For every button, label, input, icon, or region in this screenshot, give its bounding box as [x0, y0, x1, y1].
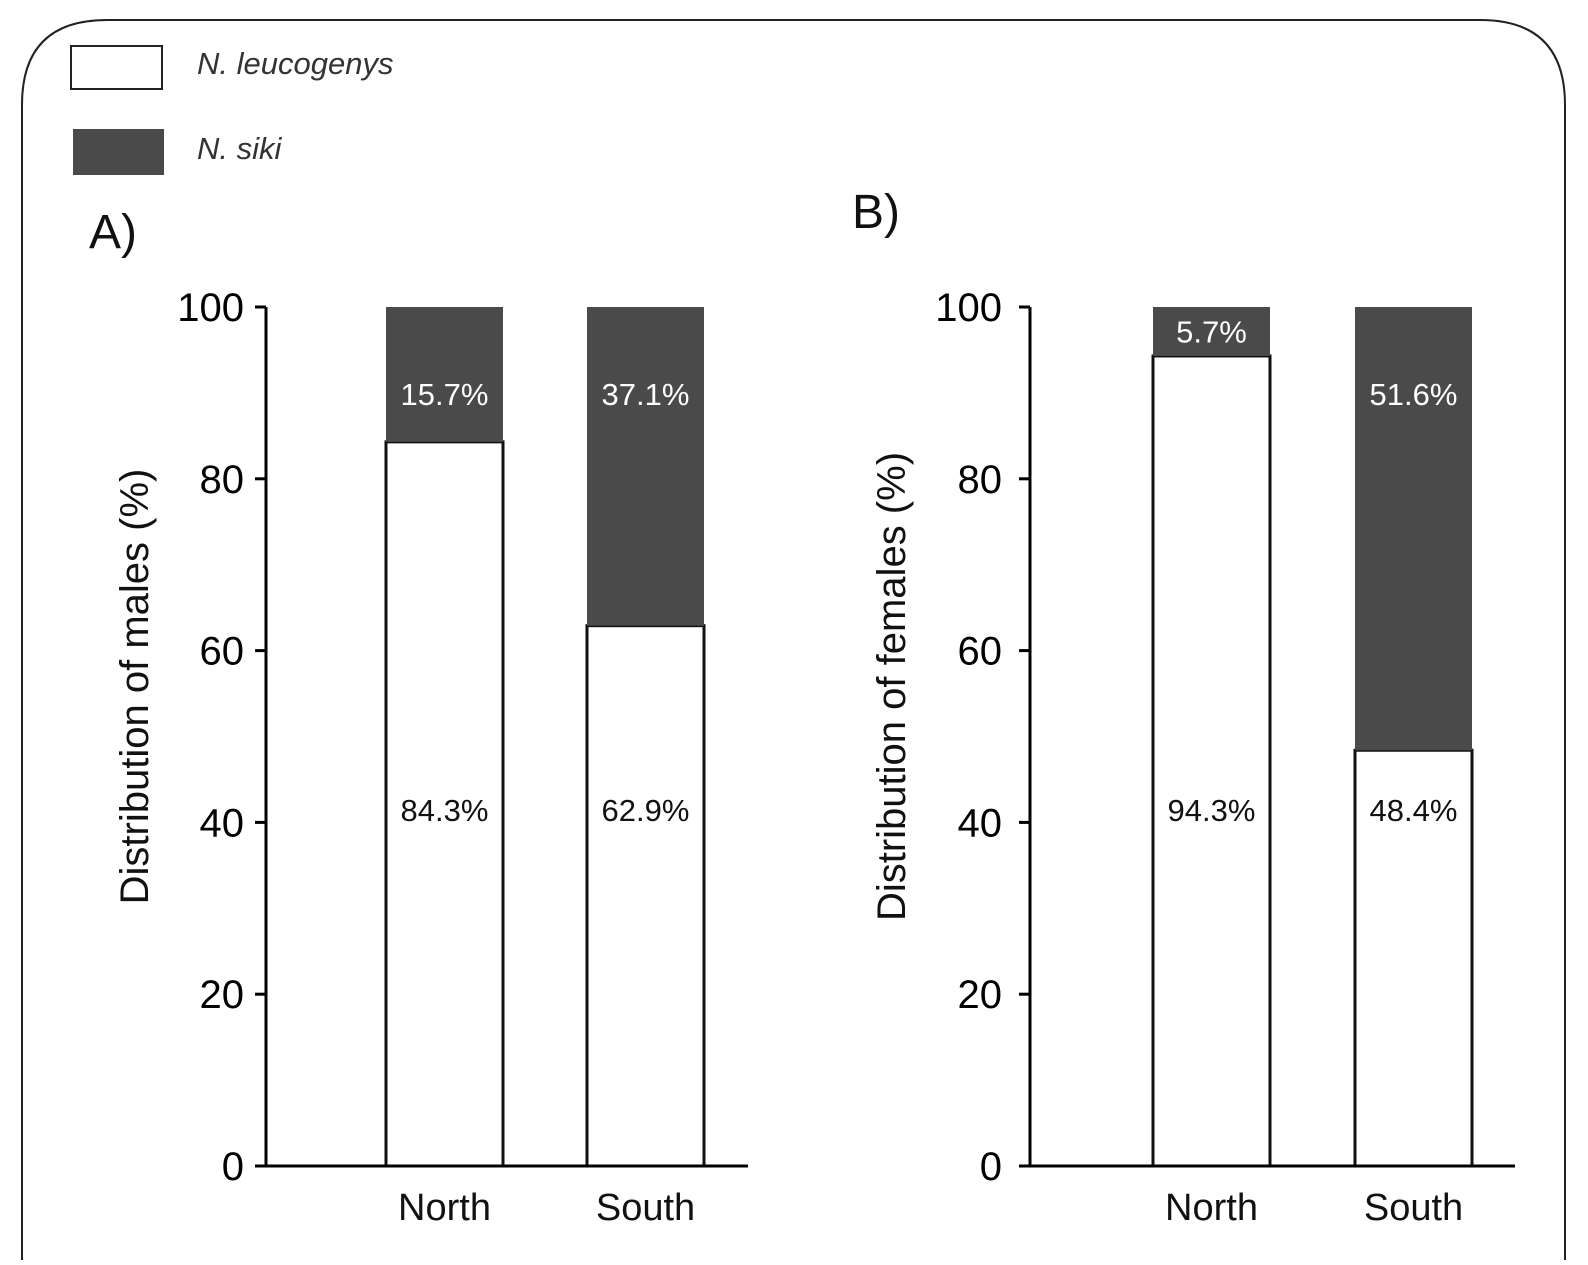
- legend: N. leucogenys N. siki: [70, 45, 393, 175]
- y-tick-label-40: 40: [958, 801, 1003, 845]
- bar-south-siki: [1355, 307, 1472, 751]
- bar-north-leucogenys: [384, 440, 505, 1168]
- value-label-south-leucogenys: 62.9%: [602, 793, 690, 828]
- legend-label-siki: N. siki: [197, 131, 283, 166]
- value-label-north-siki: 15.7%: [401, 377, 489, 412]
- y-axis-title: Distribution of females (%): [870, 452, 914, 921]
- bar-north-siki: [1153, 307, 1270, 356]
- bar-north-leucogenys: [1151, 354, 1272, 1168]
- y-axis-title: Distribution of males (%): [113, 469, 157, 905]
- value-label-south-leucogenys: 48.4%: [1370, 793, 1458, 828]
- legend-swatch-siki: [73, 129, 164, 175]
- x-tick-label-north: North: [398, 1187, 491, 1229]
- x-tick-label-north: North: [1165, 1187, 1258, 1229]
- y-tick-label-40: 40: [200, 801, 245, 845]
- x-tick-label-south: South: [1364, 1187, 1463, 1229]
- y-tick-label-20: 20: [200, 973, 245, 1017]
- chart-panel-a: A) Distribution of males (%) 84.3% 15.7% Nor…: [89, 206, 748, 1229]
- chart-panel-b: B) Distribution of females (%) 94.3% 5.7% No…: [852, 186, 1515, 1229]
- value-label-south-siki: 37.1%: [602, 377, 690, 412]
- panel-label: A): [89, 206, 137, 259]
- y-tick-label-80: 80: [958, 458, 1003, 502]
- legend-label-leucogenys: N. leucogenys: [197, 46, 393, 81]
- y-tick-label-100: 100: [935, 286, 1002, 330]
- y-tick-label-0: 0: [222, 1145, 244, 1189]
- y-tick-label-80: 80: [200, 458, 245, 502]
- bar-south-leucogenys: [585, 624, 706, 1168]
- figure-frame: [21, 19, 1566, 1260]
- y-tick-label-60: 60: [200, 630, 245, 674]
- bar-north-siki: [386, 307, 503, 442]
- y-tick-label-0: 0: [980, 1145, 1002, 1189]
- value-label-north-siki: 5.7%: [1176, 314, 1247, 349]
- y-tick-label-100: 100: [177, 286, 244, 330]
- y-tick-label-20: 20: [958, 973, 1003, 1017]
- y-tick-label-60: 60: [958, 630, 1003, 674]
- x-tick-label-south: South: [596, 1187, 695, 1229]
- value-label-north-leucogenys: 94.3%: [1168, 793, 1256, 828]
- panel-label: B): [852, 186, 900, 239]
- bar-south-leucogenys: [1353, 748, 1474, 1168]
- value-label-south-siki: 51.6%: [1370, 377, 1458, 412]
- value-label-north-leucogenys: 84.3%: [401, 793, 489, 828]
- bar-south-siki: [587, 307, 704, 626]
- legend-swatch-leucogenys: [70, 45, 163, 90]
